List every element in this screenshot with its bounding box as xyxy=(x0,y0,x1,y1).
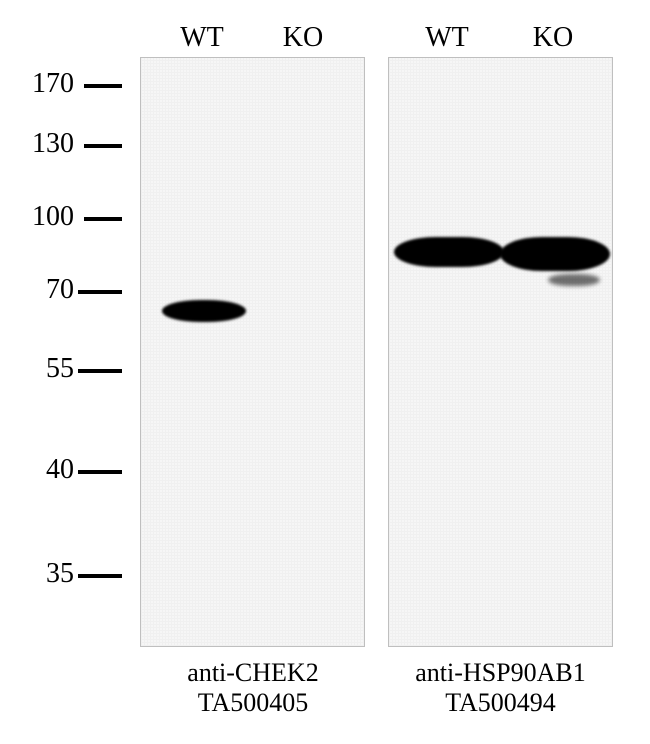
film-noise xyxy=(141,58,364,646)
ladder-label: 40 xyxy=(14,454,74,486)
caption-line: TA500405 xyxy=(158,688,348,718)
ladder-label: 100 xyxy=(14,201,74,233)
ladder-tick xyxy=(84,84,122,88)
ladder-label: 55 xyxy=(14,353,74,385)
caption-line: anti-HSP90AB1 xyxy=(398,658,603,688)
caption-line: anti-CHEK2 xyxy=(158,658,348,688)
ladder-tick xyxy=(84,217,122,221)
caption-left: anti-CHEK2 TA500405 xyxy=(158,658,348,718)
ladder-tick xyxy=(78,290,122,294)
ladder-label: 70 xyxy=(14,274,74,306)
ladder-tick xyxy=(84,144,122,148)
band-hsp90-wt xyxy=(394,237,504,267)
band-chek2-wt xyxy=(162,300,246,322)
band-hsp90-ko-trail xyxy=(548,274,600,286)
ladder-tick xyxy=(78,369,122,373)
ladder-label: 130 xyxy=(14,128,74,160)
ladder-label: 35 xyxy=(14,558,74,590)
blot-panel-left xyxy=(140,57,365,647)
lane-label-wt-left: WT xyxy=(177,22,227,54)
lane-label-ko-left: KO xyxy=(278,22,328,54)
film-noise xyxy=(389,58,612,646)
band-hsp90-ko xyxy=(500,237,610,271)
blot-panel-right xyxy=(388,57,613,647)
westernblot-figure: 170 130 100 70 55 40 35 WT KO anti-CHEK2… xyxy=(0,0,650,744)
blot-film-left xyxy=(141,58,364,646)
ladder-tick xyxy=(78,470,122,474)
lane-label-ko-right: KO xyxy=(528,22,578,54)
lane-label-wt-right: WT xyxy=(422,22,472,54)
caption-line: TA500494 xyxy=(398,688,603,718)
ladder-label: 170 xyxy=(14,68,74,100)
blot-film-right xyxy=(389,58,612,646)
caption-right: anti-HSP90AB1 TA500494 xyxy=(398,658,603,718)
ladder-tick xyxy=(78,574,122,578)
